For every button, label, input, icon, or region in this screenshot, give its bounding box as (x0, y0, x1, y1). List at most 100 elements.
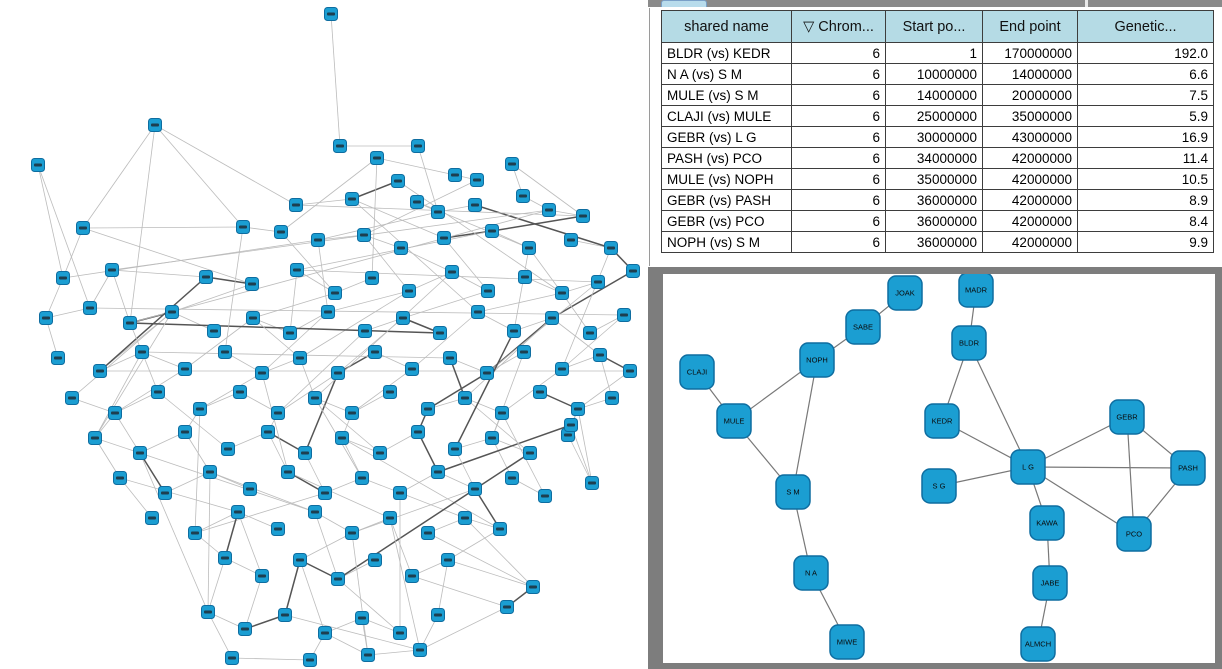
overview-network-node[interactable] (199, 270, 213, 284)
overview-network-node[interactable] (445, 265, 459, 279)
overview-network-node[interactable] (243, 482, 257, 496)
overview-network-node[interactable] (178, 425, 192, 439)
overview-network-node[interactable] (431, 465, 445, 479)
overview-network-node[interactable] (396, 311, 410, 325)
overview-network-node[interactable] (245, 277, 259, 291)
overview-network-node[interactable] (471, 305, 485, 319)
detail-network-canvas[interactable]: JOAK MADR SABE BLDR NOPH CLAJI MULE KEDR GEBR L G… (663, 274, 1215, 663)
overview-network-node[interactable] (437, 231, 451, 245)
overview-network-node[interactable] (218, 345, 232, 359)
table-cell[interactable]: 7.5 (1077, 84, 1214, 106)
overview-network-node[interactable] (345, 406, 359, 420)
overview-network-node[interactable] (56, 271, 70, 285)
column-header-0[interactable]: shared name (661, 10, 792, 43)
overview-network-node[interactable] (468, 198, 482, 212)
table-cell[interactable]: 25000000 (885, 105, 983, 127)
overview-network-node[interactable] (278, 608, 292, 622)
overview-network-node[interactable] (283, 326, 297, 340)
overview-network-node[interactable] (393, 626, 407, 640)
overview-network-node[interactable] (246, 311, 260, 325)
overview-network-node[interactable] (591, 275, 605, 289)
overview-network-node[interactable] (321, 305, 335, 319)
overview-network-node[interactable] (361, 648, 375, 662)
detail-network-node[interactable]: S M (775, 474, 811, 510)
table-cell[interactable]: 5.9 (1077, 105, 1214, 127)
detail-network-node[interactable]: N A (793, 555, 829, 591)
overview-network-node[interactable] (298, 446, 312, 460)
detail-network-node[interactable]: MADR (958, 274, 994, 308)
overview-network-node[interactable] (51, 351, 65, 365)
table-cell[interactable]: 10.5 (1077, 168, 1214, 190)
overview-network-node[interactable] (564, 418, 578, 432)
detail-network-node[interactable]: L G (1010, 449, 1046, 485)
overview-network-node[interactable] (76, 221, 90, 235)
detail-network-node[interactable]: ALMCH (1020, 626, 1056, 662)
overview-network-node[interactable] (357, 228, 371, 242)
overview-network-node[interactable] (555, 286, 569, 300)
overview-network-node[interactable] (448, 168, 462, 182)
overview-network-node[interactable] (308, 391, 322, 405)
overview-network-canvas[interactable] (0, 0, 648, 669)
overview-network-node[interactable] (193, 402, 207, 416)
overview-network-node[interactable] (238, 622, 252, 636)
table-cell[interactable]: CLAJI (vs) MULE (661, 105, 792, 127)
table-cell[interactable]: 10000000 (885, 63, 983, 85)
overview-network-node[interactable] (255, 366, 269, 380)
table-cell[interactable]: 6 (791, 147, 886, 169)
overview-network-node[interactable] (158, 486, 172, 500)
table-cell[interactable]: 42000000 (982, 147, 1078, 169)
table-cell[interactable]: 6 (791, 168, 886, 190)
table-cell[interactable]: 14000000 (885, 84, 983, 106)
overview-network-node[interactable] (331, 366, 345, 380)
detail-network-node[interactable]: NOPH (799, 342, 835, 378)
overview-network-node[interactable] (255, 569, 269, 583)
table-cell[interactable]: 192.0 (1077, 42, 1214, 64)
overview-network-node[interactable] (225, 651, 239, 665)
table-cell[interactable]: 9.9 (1077, 231, 1214, 253)
overview-network-node[interactable] (421, 402, 435, 416)
overview-network-node[interactable] (358, 324, 372, 338)
overview-network-node[interactable] (538, 489, 552, 503)
table-row[interactable]: MULE (vs) S M 6 14000000 20000000 7.5 (661, 84, 1214, 106)
detail-network-node[interactable]: CLAJI (679, 354, 715, 390)
overview-network-node[interactable] (523, 446, 537, 460)
overview-network-node[interactable] (468, 482, 482, 496)
overview-network-node[interactable] (517, 345, 531, 359)
overview-network-node[interactable] (331, 572, 345, 586)
overview-network-node[interactable] (290, 263, 304, 277)
table-cell[interactable]: GEBR (vs) PASH (661, 189, 792, 211)
overview-network-node[interactable] (165, 305, 179, 319)
table-cell[interactable]: 170000000 (982, 42, 1078, 64)
table-cell[interactable]: GEBR (vs) L G (661, 126, 792, 148)
overview-network-node[interactable] (413, 643, 427, 657)
overview-network-node[interactable] (505, 157, 519, 171)
overview-network-node[interactable] (470, 173, 484, 187)
table-cell[interactable]: 14000000 (982, 63, 1078, 85)
overview-network-node[interactable] (293, 351, 307, 365)
table-cell[interactable]: 6 (791, 231, 886, 253)
overview-network-node[interactable] (370, 151, 384, 165)
overview-network-node[interactable] (605, 391, 619, 405)
table-cell[interactable]: 36000000 (885, 231, 983, 253)
detail-network-node[interactable]: SABE (845, 309, 881, 345)
overview-network-node[interactable] (576, 209, 590, 223)
table-row[interactable]: CLAJI (vs) MULE 6 25000000 35000000 5.9 (661, 105, 1214, 127)
overview-network-node[interactable] (518, 270, 532, 284)
overview-network-node[interactable] (500, 600, 514, 614)
overview-network-node[interactable] (108, 406, 122, 420)
overview-network-node[interactable] (31, 158, 45, 172)
overview-network-node[interactable] (617, 308, 631, 322)
overview-network-node[interactable] (311, 233, 325, 247)
table-cell[interactable]: 1 (885, 42, 983, 64)
table-cell[interactable]: 16.9 (1077, 126, 1214, 148)
overview-network-node[interactable] (148, 118, 162, 132)
table-cell[interactable]: 43000000 (982, 126, 1078, 148)
table-cell[interactable]: 8.4 (1077, 210, 1214, 232)
overview-network-node[interactable] (480, 366, 494, 380)
overview-network-node[interactable] (293, 553, 307, 567)
overview-network-node[interactable] (405, 569, 419, 583)
table-cell[interactable]: NOPH (vs) S M (661, 231, 792, 253)
table-cell[interactable]: 6 (791, 210, 886, 232)
overview-network-node[interactable] (233, 385, 247, 399)
overview-network-node[interactable] (221, 442, 235, 456)
